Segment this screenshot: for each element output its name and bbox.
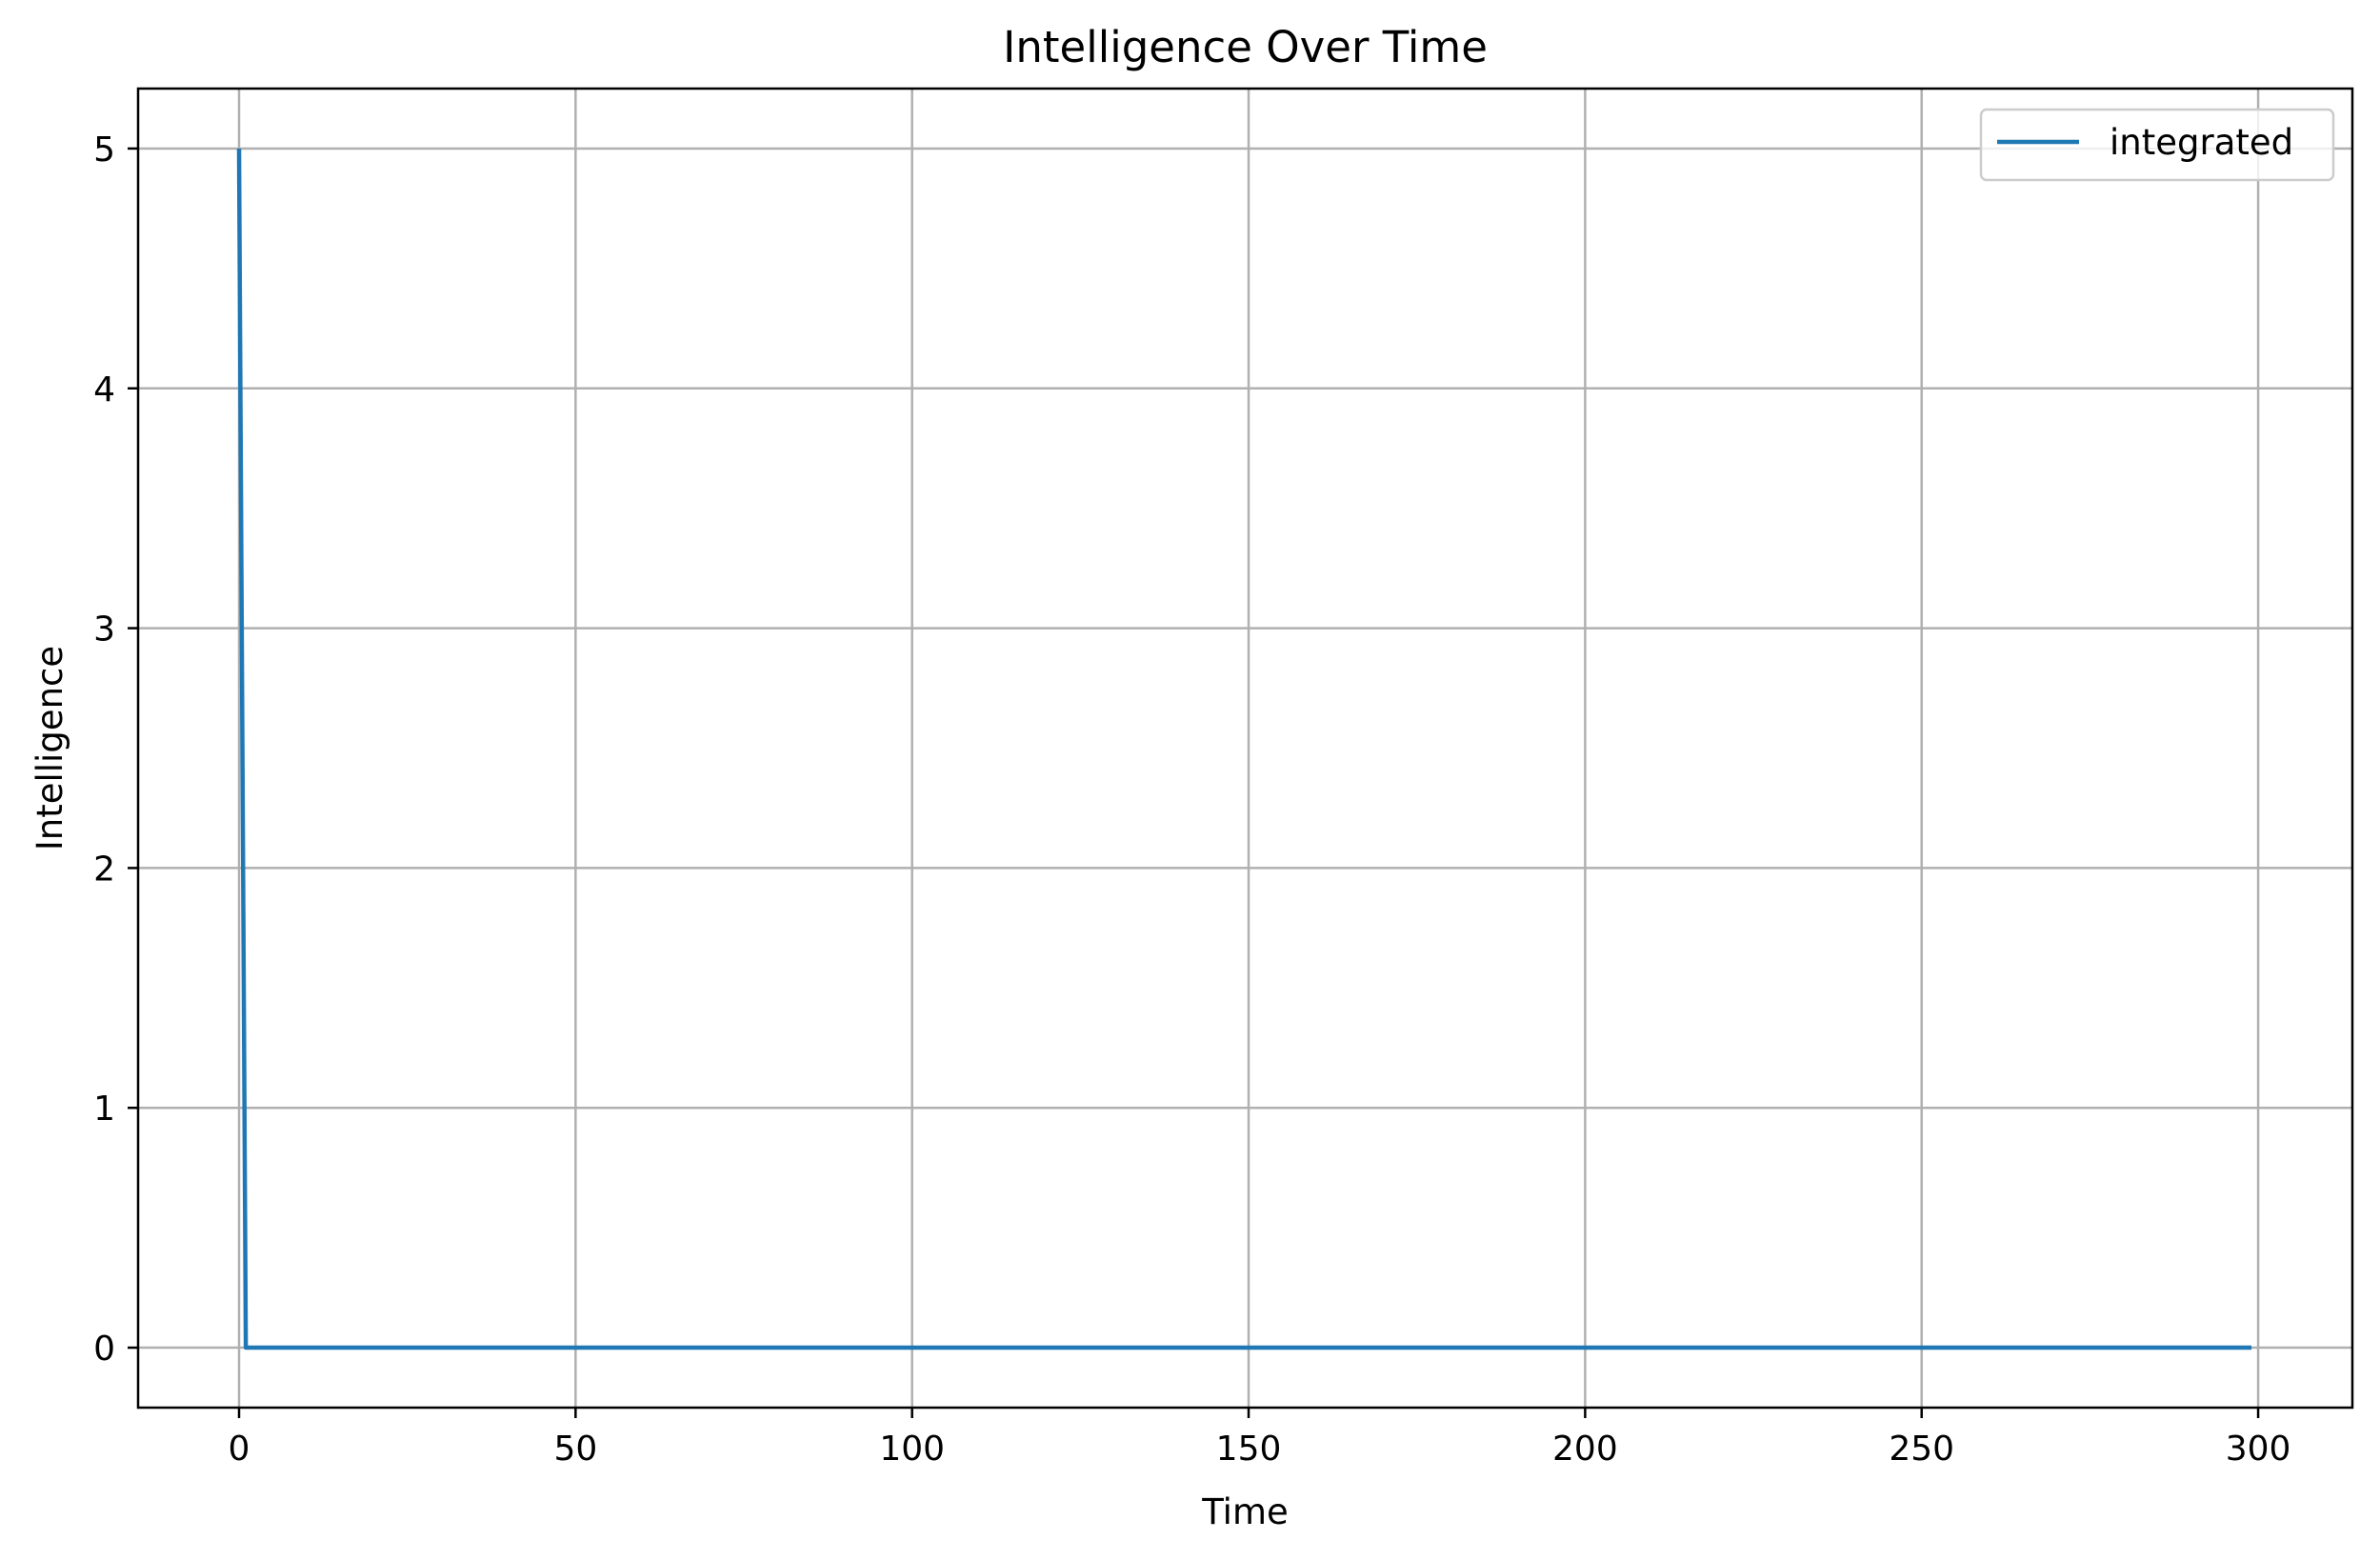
chart-title: Intelligence Over Time [1003,22,1488,72]
y-tick-label: 4 [93,370,115,410]
x-tick-label: 150 [1216,1430,1282,1469]
series-layer [236,148,2251,1350]
x-tick-label: 300 [2226,1430,2291,1469]
y-tick-label: 1 [93,1090,115,1129]
x-tick-label: 250 [1889,1430,1954,1469]
y-tick-label: 5 [93,130,115,170]
legend-box [1979,108,2335,182]
x-axis-ticks: 0 50 100 150 200 250 300 [229,1408,2291,1469]
y-axis-label: Intelligence [30,646,70,850]
y-tick-label: 0 [93,1330,115,1369]
x-tick-label: 0 [229,1430,250,1469]
legend-entry-integrated: integrated [2110,122,2293,163]
y-tick-label: 3 [93,610,115,650]
y-tick-label: 2 [93,850,115,889]
x-tick-label: 200 [1552,1430,1618,1469]
x-tick-label: 100 [879,1430,945,1469]
plot-frame [136,87,2354,1410]
x-tick-label: 50 [553,1430,597,1469]
y-axis-ticks: 0 1 2 3 4 5 [93,130,138,1369]
x-axis-label: Time [1201,1491,1289,1532]
legend: integrated [1979,108,2335,182]
series-line-integrated [236,148,2251,1350]
